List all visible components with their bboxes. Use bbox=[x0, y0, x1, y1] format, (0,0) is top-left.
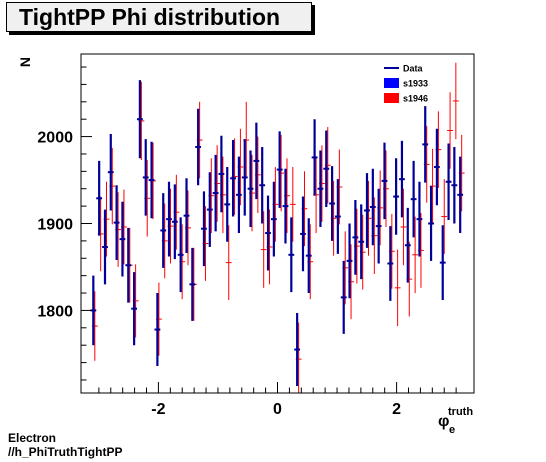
x-tick-label: -2 bbox=[151, 401, 165, 418]
chart-title: TightPP Phi distribution bbox=[19, 4, 281, 30]
chart-title-box: TightPP Phi distribution bbox=[6, 2, 312, 32]
legend-label: Data bbox=[403, 64, 424, 74]
footer-label-particle: Electron bbox=[8, 431, 57, 445]
legend-label: s1933 bbox=[403, 79, 428, 89]
y-axis-label: N bbox=[17, 57, 33, 67]
data-marks bbox=[90, 62, 465, 393]
y-tick-label: 1800 bbox=[37, 303, 73, 320]
x-axis-label-superscript: truth bbox=[448, 406, 473, 418]
legend-label: s1946 bbox=[403, 94, 428, 104]
x-axis-label-symbol: φ bbox=[438, 413, 449, 430]
x-axis-label-subscript: e bbox=[449, 424, 455, 436]
legend-swatch-s1933 bbox=[384, 78, 399, 88]
y-tick-label: 2000 bbox=[37, 130, 73, 147]
x-axis-label: φ bbox=[438, 413, 449, 430]
y-tick-label: 1900 bbox=[37, 217, 73, 234]
axes: -2 0 2 1800 1900 2000 bbox=[37, 66, 457, 418]
footer-label-histogram: //h_PhiTruthTightPP bbox=[8, 445, 123, 459]
legend: Data s1933 s1946 bbox=[384, 64, 428, 104]
legend-swatch-s1946 bbox=[384, 93, 399, 103]
x-tick-label: 2 bbox=[392, 401, 401, 418]
x-tick-label: 0 bbox=[273, 401, 282, 418]
